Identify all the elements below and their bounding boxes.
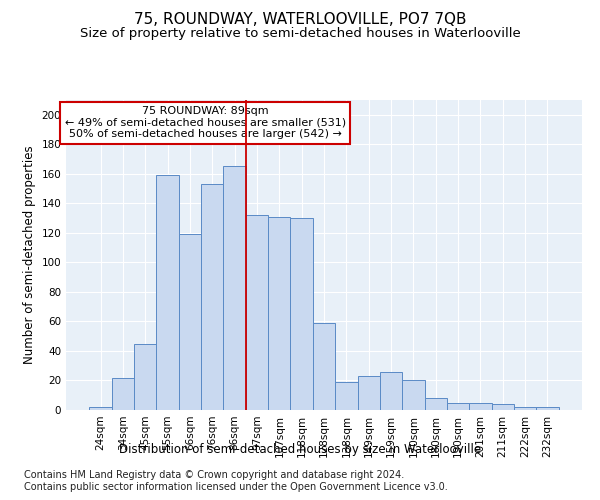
Bar bbox=[514, 407, 536, 410]
Bar bbox=[358, 376, 380, 410]
Text: 75 ROUNDWAY: 89sqm
← 49% of semi-detached houses are smaller (531)
50% of semi-d: 75 ROUNDWAY: 89sqm ← 49% of semi-detache… bbox=[65, 106, 346, 140]
Bar bbox=[425, 398, 447, 410]
Y-axis label: Number of semi-detached properties: Number of semi-detached properties bbox=[23, 146, 36, 364]
Bar bbox=[402, 380, 425, 410]
Bar bbox=[268, 216, 290, 410]
Bar bbox=[134, 344, 157, 410]
Text: Size of property relative to semi-detached houses in Waterlooville: Size of property relative to semi-detach… bbox=[80, 28, 520, 40]
Bar bbox=[89, 407, 112, 410]
Bar bbox=[536, 407, 559, 410]
Bar bbox=[380, 372, 402, 410]
Text: Contains public sector information licensed under the Open Government Licence v3: Contains public sector information licen… bbox=[24, 482, 448, 492]
Bar bbox=[223, 166, 246, 410]
Bar bbox=[157, 176, 179, 410]
Bar bbox=[447, 402, 469, 410]
Bar bbox=[201, 184, 223, 410]
Text: Contains HM Land Registry data © Crown copyright and database right 2024.: Contains HM Land Registry data © Crown c… bbox=[24, 470, 404, 480]
Bar bbox=[469, 402, 491, 410]
Bar bbox=[112, 378, 134, 410]
Text: Distribution of semi-detached houses by size in Waterlooville: Distribution of semi-detached houses by … bbox=[119, 442, 481, 456]
Bar bbox=[179, 234, 201, 410]
Text: 75, ROUNDWAY, WATERLOOVILLE, PO7 7QB: 75, ROUNDWAY, WATERLOOVILLE, PO7 7QB bbox=[134, 12, 466, 28]
Bar bbox=[313, 323, 335, 410]
Bar bbox=[491, 404, 514, 410]
Bar bbox=[246, 215, 268, 410]
Bar bbox=[335, 382, 358, 410]
Bar bbox=[290, 218, 313, 410]
